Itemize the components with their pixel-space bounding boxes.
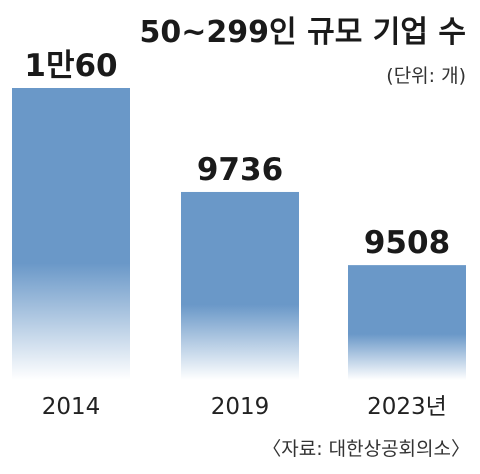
value-label-2023년: 9508 xyxy=(364,225,450,261)
x-tick-label-2019: 2019 xyxy=(211,394,270,420)
bar-2023년 xyxy=(348,265,466,380)
unit-note: (단위: 개) xyxy=(386,65,466,87)
x-tick-label-2014: 2014 xyxy=(42,394,101,420)
bar-2019 xyxy=(181,191,299,380)
value-label-2014: 1만60 xyxy=(24,48,117,84)
x-tick-label-2023년: 2023년 xyxy=(367,394,447,420)
value-labels-group: 1만60 9736 9508 xyxy=(24,48,450,261)
x-tick-labels-group: 2014 2019 2023년 xyxy=(42,394,447,420)
bars-group xyxy=(12,88,466,380)
value-label-2019: 9736 xyxy=(197,152,283,188)
chart-title: 50~299인 규모 기업 수 xyxy=(140,15,466,50)
source-note: 〈자료: 대한상공회의소〉 xyxy=(262,438,470,460)
bar-2014 xyxy=(12,88,130,380)
